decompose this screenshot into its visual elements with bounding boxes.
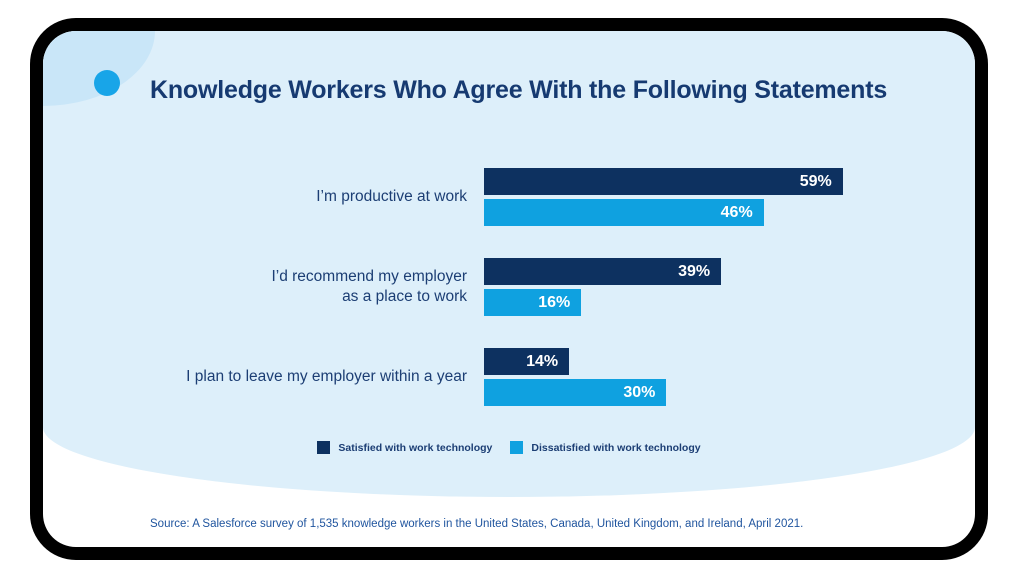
bar-value-label: 16% (538, 293, 571, 311)
bar-dissatisfied: 46% (484, 199, 764, 226)
chart-title: Knowledge Workers Who Agree With the Fol… (150, 76, 888, 104)
category-label-line: I plan to leave my employer within a yea… (186, 368, 467, 386)
bar-value-label: 46% (720, 203, 753, 221)
chart-legend: Satisfied with work technology Dissatisf… (43, 441, 975, 454)
chart-row-leave: I plan to leave my employer within a yea… (43, 348, 975, 406)
category-label: I’d recommend my employer as a place to … (43, 267, 484, 307)
category-label: I plan to leave my employer within a yea… (43, 367, 484, 387)
chart-card: Knowledge Workers Who Agree With the Fol… (43, 31, 975, 547)
legend-label: Satisfied with work technology (338, 441, 493, 454)
bar-group: 39% 16% (484, 258, 975, 316)
bar-value-label: 14% (526, 352, 559, 370)
category-label-line: as a place to work (342, 288, 467, 305)
legend-item-satisfied: Satisfied with work technology (317, 441, 492, 454)
legend-swatch-sky (510, 441, 524, 454)
accent-dot-icon (94, 70, 120, 96)
bar-satisfied: 39% (484, 258, 722, 285)
legend-item-dissatisfied: Dissatisfied with work technology (510, 441, 701, 454)
source-note: Source: A Salesforce survey of 1,535 kno… (150, 518, 804, 530)
bar-satisfied: 59% (484, 168, 843, 195)
category-label: I’m productive at work (43, 187, 484, 207)
chart-row-recommend: I’d recommend my employer as a place to … (43, 258, 975, 316)
bar-group: 14% 30% (484, 348, 975, 406)
legend-label: Dissatisfied with work technology (531, 441, 701, 454)
legend-swatch-navy (317, 441, 331, 454)
card-frame: Knowledge Workers Who Agree With the Fol… (30, 18, 988, 560)
bar-dissatisfied: 16% (484, 289, 582, 316)
bar-chart: I’m productive at work 59% 46% I’d recom… (43, 168, 975, 438)
bar-satisfied: 14% (484, 348, 570, 375)
bar-value-label: 39% (678, 262, 711, 280)
category-label-line: I’d recommend my employer (271, 268, 467, 286)
bar-dissatisfied: 30% (484, 379, 667, 406)
chart-row-productive: I’m productive at work 59% 46% (43, 168, 975, 226)
bar-group: 59% 46% (484, 168, 975, 226)
bar-value-label: 59% (799, 172, 832, 190)
bar-value-label: 30% (623, 383, 656, 401)
category-label-line: I’m productive at work (316, 188, 467, 206)
